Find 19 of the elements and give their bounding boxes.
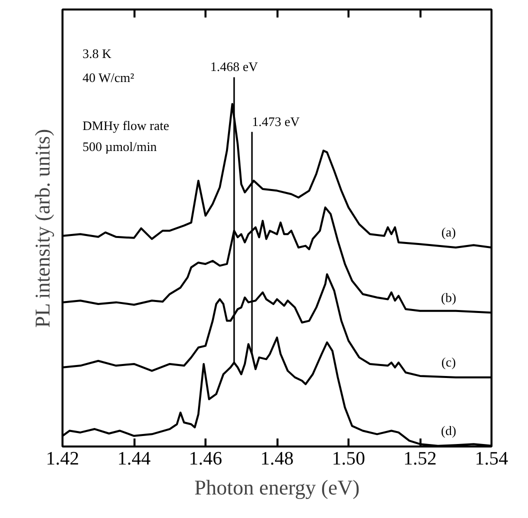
series-label: (c)	[441, 354, 456, 370]
x-tick-label: 1.54	[474, 448, 509, 470]
x-tick-label: 1.48	[260, 448, 294, 470]
series-label: (b)	[441, 290, 456, 305]
y-axis-title: PL intensity (arb. units)	[30, 129, 54, 328]
x-axis-title: Photon energy (eV)	[194, 476, 360, 500]
series-label: (a)	[441, 224, 456, 240]
x-tick-label: 1.42	[46, 448, 80, 470]
x-tick-label: 1.52	[403, 448, 437, 470]
x-tick-label: 1.46	[188, 448, 222, 470]
annotation: DMHy flow rate	[82, 118, 170, 133]
x-tick-label: 1.50	[332, 448, 366, 470]
x-tick-label: 1.44	[117, 448, 152, 470]
annotation: 500 µmol/min	[82, 139, 158, 154]
ref-line-label: 1.473 eV	[252, 114, 300, 129]
ref-line-label: 1.468 eV	[210, 59, 259, 74]
series-label: (d)	[441, 423, 456, 438]
text: 3.8 K	[82, 46, 112, 61]
text: 40 W/cm²	[82, 70, 134, 85]
